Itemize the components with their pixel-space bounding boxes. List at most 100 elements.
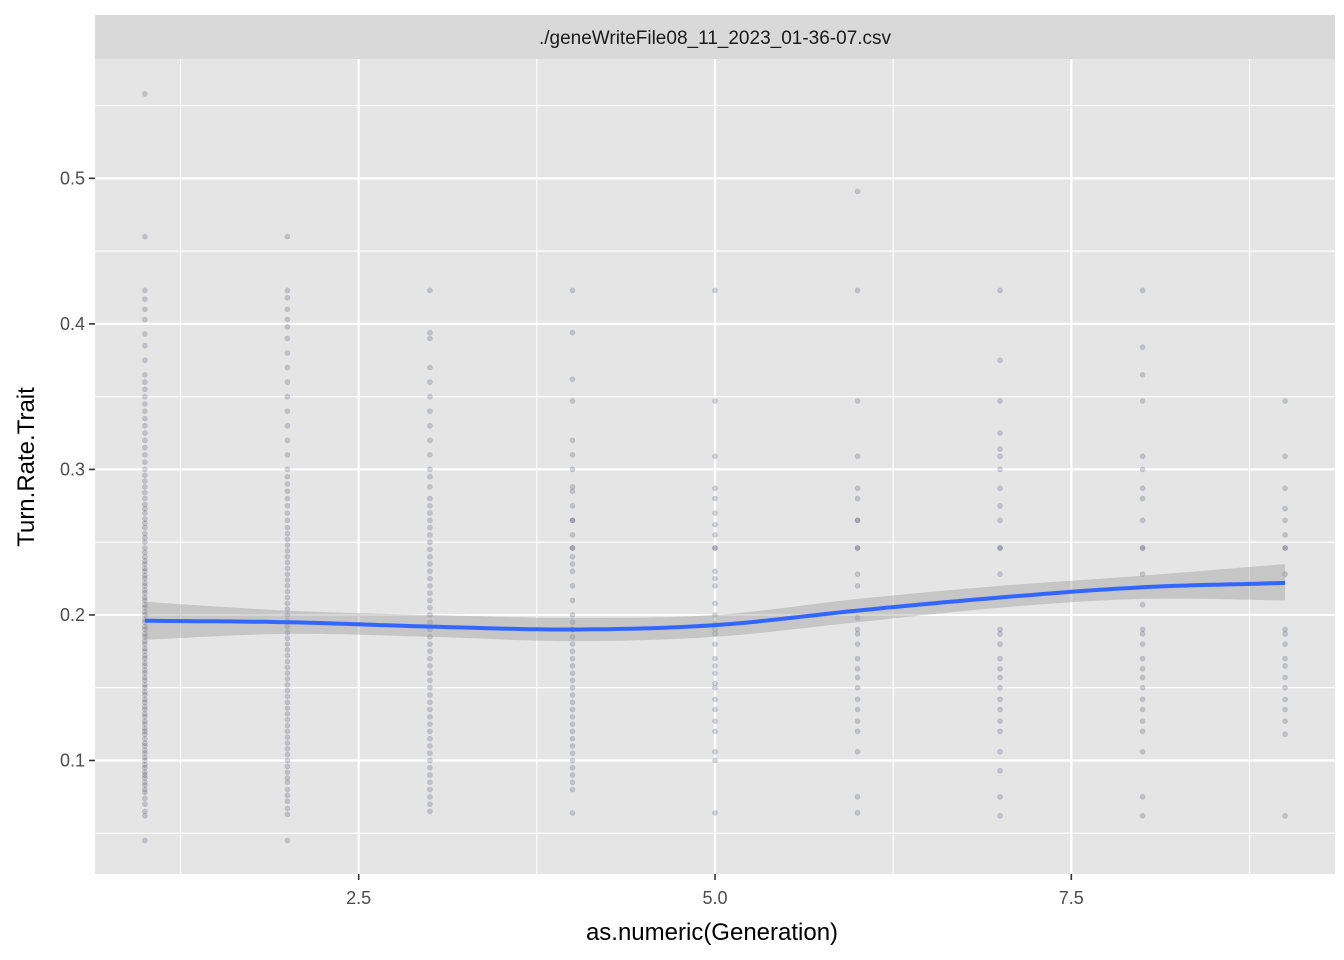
data-point bbox=[854, 614, 861, 621]
data-point bbox=[997, 485, 1003, 492]
data-point bbox=[284, 582, 291, 589]
x-tick-label: 7.5 bbox=[1059, 888, 1084, 908]
data-point bbox=[141, 718, 148, 725]
data-point bbox=[427, 801, 433, 808]
data-point bbox=[854, 398, 861, 404]
data-point bbox=[284, 364, 291, 371]
data-point bbox=[427, 408, 433, 415]
data-point bbox=[854, 517, 861, 524]
data-point bbox=[997, 630, 1003, 637]
data-point bbox=[854, 696, 861, 703]
data-point bbox=[141, 764, 148, 771]
data-point bbox=[141, 630, 148, 637]
data-point bbox=[427, 393, 433, 400]
data-point bbox=[284, 786, 291, 793]
data-point bbox=[284, 316, 291, 323]
data-point bbox=[141, 677, 148, 684]
data-point bbox=[712, 568, 718, 575]
data-point bbox=[427, 451, 433, 458]
data-point bbox=[141, 652, 148, 659]
data-point bbox=[141, 565, 148, 572]
data-point bbox=[141, 483, 148, 490]
data-point bbox=[284, 716, 291, 723]
x-axis: 2.5 5.0 7.5 bbox=[346, 874, 1084, 908]
data-point bbox=[569, 517, 576, 524]
data-point bbox=[569, 437, 576, 444]
data-point bbox=[427, 582, 433, 589]
data-point bbox=[141, 296, 148, 303]
data-point bbox=[141, 699, 148, 706]
data-point bbox=[284, 481, 291, 487]
data-point bbox=[712, 600, 718, 607]
data-point bbox=[284, 408, 291, 415]
data-point bbox=[1139, 641, 1146, 647]
data-point bbox=[141, 667, 148, 674]
data-point bbox=[284, 635, 291, 642]
data-point bbox=[997, 706, 1003, 713]
data-point bbox=[854, 287, 861, 294]
data-point bbox=[427, 546, 433, 553]
data-point bbox=[284, 437, 291, 444]
data-point bbox=[141, 743, 148, 749]
data-point bbox=[1282, 655, 1289, 662]
data-point bbox=[141, 582, 148, 589]
data-point bbox=[997, 287, 1003, 294]
data-point bbox=[141, 775, 148, 781]
data-point bbox=[712, 757, 718, 764]
data-point bbox=[569, 502, 576, 509]
data-point bbox=[284, 600, 291, 607]
data-point bbox=[141, 703, 148, 710]
data-point bbox=[141, 505, 148, 512]
data-point bbox=[1282, 545, 1289, 551]
data-point bbox=[141, 735, 148, 742]
data-point bbox=[1139, 665, 1146, 672]
x-tick-label: 2.5 bbox=[346, 888, 371, 908]
data-point bbox=[284, 536, 291, 543]
smooth-trend-line bbox=[144, 580, 1286, 632]
data-point bbox=[854, 485, 861, 492]
data-point bbox=[141, 641, 148, 647]
data-point bbox=[284, 837, 291, 844]
data-point bbox=[427, 648, 433, 655]
data-point bbox=[854, 630, 861, 637]
data-point bbox=[1282, 731, 1289, 738]
data-point bbox=[712, 718, 718, 725]
data-point bbox=[1139, 545, 1146, 551]
data-point bbox=[141, 689, 148, 695]
data-point bbox=[284, 687, 291, 694]
data-point bbox=[427, 735, 433, 742]
data-point bbox=[427, 364, 433, 371]
data-point bbox=[284, 658, 291, 665]
data-point bbox=[141, 772, 148, 778]
data-point bbox=[427, 677, 433, 684]
data-point bbox=[1139, 466, 1146, 473]
data-point bbox=[284, 571, 291, 578]
data-point bbox=[427, 699, 433, 706]
data-point bbox=[712, 809, 718, 816]
data-point bbox=[854, 188, 861, 195]
data-point bbox=[141, 786, 148, 793]
data-point bbox=[141, 837, 148, 844]
data-point bbox=[141, 692, 148, 698]
data-point bbox=[854, 809, 861, 816]
data-point bbox=[141, 91, 148, 97]
data-point bbox=[569, 692, 576, 698]
data-point bbox=[284, 699, 291, 706]
data-point bbox=[141, 539, 148, 546]
data-point bbox=[569, 786, 576, 793]
data-point bbox=[1139, 728, 1146, 735]
data-point bbox=[712, 545, 718, 551]
data-point bbox=[569, 699, 576, 706]
data-point bbox=[854, 453, 861, 460]
data-point bbox=[427, 335, 433, 342]
data-point bbox=[284, 495, 291, 502]
data-point bbox=[141, 451, 148, 458]
data-point bbox=[284, 379, 291, 385]
y-tick-label: 0.5 bbox=[60, 168, 85, 188]
data-point bbox=[712, 641, 718, 647]
data-point bbox=[141, 674, 148, 681]
data-point bbox=[712, 495, 718, 502]
data-point bbox=[141, 316, 148, 323]
data-point bbox=[141, 769, 148, 776]
data-point bbox=[427, 670, 433, 677]
